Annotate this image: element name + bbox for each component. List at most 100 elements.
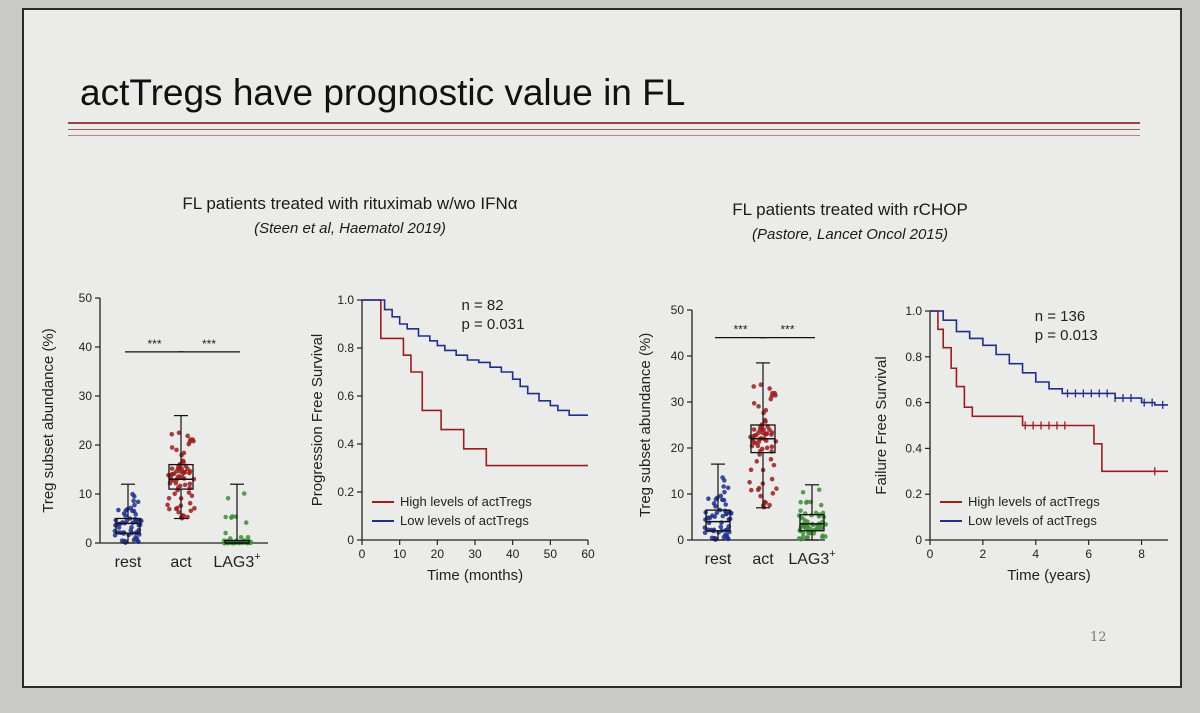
data-point xyxy=(722,489,727,495)
data-point xyxy=(768,456,774,462)
box xyxy=(799,514,825,532)
data-point xyxy=(721,484,726,489)
data-point xyxy=(725,485,731,491)
data-point xyxy=(764,431,770,436)
y-tick-label: 20 xyxy=(79,438,93,452)
data-point xyxy=(181,450,187,456)
data-point xyxy=(182,482,188,488)
data-point xyxy=(816,487,822,493)
x-tick-label: 50 xyxy=(544,547,558,561)
y-tick-label: 20 xyxy=(671,441,685,455)
km-curve-low xyxy=(930,310,1168,406)
data-point xyxy=(186,490,192,495)
data-point xyxy=(722,508,728,514)
data-point xyxy=(116,507,121,513)
data-point xyxy=(705,515,711,520)
data-point xyxy=(763,407,769,413)
y-tick-label: 50 xyxy=(671,303,685,317)
data-point xyxy=(805,534,810,540)
data-point xyxy=(185,433,190,439)
data-point xyxy=(135,499,141,505)
data-point xyxy=(713,497,719,502)
km-curve-low xyxy=(362,299,588,416)
data-point xyxy=(763,419,768,424)
data-point xyxy=(770,491,776,496)
y-tick-label: 0.2 xyxy=(337,485,354,499)
slide xyxy=(22,8,1182,688)
data-point xyxy=(747,479,752,485)
data-point xyxy=(723,502,729,507)
x-tick-label: 8 xyxy=(1138,547,1145,561)
data-point xyxy=(769,444,775,450)
right-panel-caption: FL patients treated with rCHOP xyxy=(732,200,968,219)
data-point xyxy=(187,500,193,506)
data-point xyxy=(187,481,193,487)
x-tick-label: 6 xyxy=(1085,547,1092,561)
y-tick-label: 10 xyxy=(79,487,93,501)
data-point xyxy=(169,466,175,471)
stat-annotation: n = 136 xyxy=(1035,308,1085,325)
data-point xyxy=(718,493,724,499)
y-axis-label: Treg subset abundance (%) xyxy=(637,333,654,518)
data-point xyxy=(166,506,172,512)
data-point xyxy=(133,512,139,517)
x-axis-label: Time (years) xyxy=(1007,567,1091,584)
data-point xyxy=(133,535,138,540)
data-point xyxy=(179,474,185,480)
data-point xyxy=(135,538,140,544)
significance-label: *** xyxy=(780,323,794,337)
x-tick-label: 30 xyxy=(468,547,482,561)
data-point xyxy=(174,447,179,453)
data-point xyxy=(800,531,806,536)
data-point xyxy=(223,530,228,536)
data-point xyxy=(767,502,772,508)
data-point xyxy=(800,524,806,529)
data-point xyxy=(169,445,175,450)
data-point xyxy=(769,476,775,482)
left-panel-caption: FL patients treated with rituximab w/wo … xyxy=(182,194,518,213)
data-point xyxy=(702,530,708,536)
data-point xyxy=(748,467,754,473)
data-point xyxy=(759,446,765,452)
data-point xyxy=(774,486,779,491)
y-tick-label: 0 xyxy=(677,533,684,547)
y-tick-label: 0.4 xyxy=(905,441,922,455)
significance-label: *** xyxy=(147,337,161,351)
y-tick-label: 0 xyxy=(347,533,354,547)
stat-annotation: n = 82 xyxy=(461,297,503,314)
right-panel-header: FL patients treated with rCHOP (Pastore,… xyxy=(700,200,1000,243)
y-tick-label: 30 xyxy=(671,395,685,409)
data-point xyxy=(721,478,727,483)
data-point xyxy=(225,495,231,501)
box xyxy=(115,517,141,534)
data-point xyxy=(798,499,803,505)
y-axis-label: Progression Free Survival xyxy=(309,334,326,507)
data-point xyxy=(165,502,170,508)
category-label: LAG3+ xyxy=(213,551,260,571)
data-point xyxy=(818,502,824,508)
category-label: act xyxy=(170,554,192,571)
data-point xyxy=(112,532,118,538)
data-point xyxy=(805,519,810,525)
data-point xyxy=(811,530,817,536)
data-point xyxy=(755,443,761,449)
data-point xyxy=(123,513,128,518)
y-tick-label: 50 xyxy=(79,291,93,305)
title-rule xyxy=(68,135,1140,136)
title-rule xyxy=(68,122,1140,124)
data-point xyxy=(172,491,178,497)
data-point xyxy=(751,427,757,432)
x-tick-label: 2 xyxy=(980,547,987,561)
data-point xyxy=(760,430,765,436)
data-point xyxy=(758,382,764,387)
data-point xyxy=(808,526,813,532)
y-axis-label: Failure Free Survival xyxy=(873,356,890,494)
category-label: rest xyxy=(705,551,732,568)
y-tick-label: 0 xyxy=(85,536,92,550)
data-point xyxy=(751,400,757,406)
data-point xyxy=(169,431,175,437)
left-panel-header: FL patients treated with rituximab w/wo … xyxy=(140,194,560,237)
data-point xyxy=(173,480,179,486)
box xyxy=(168,463,194,490)
